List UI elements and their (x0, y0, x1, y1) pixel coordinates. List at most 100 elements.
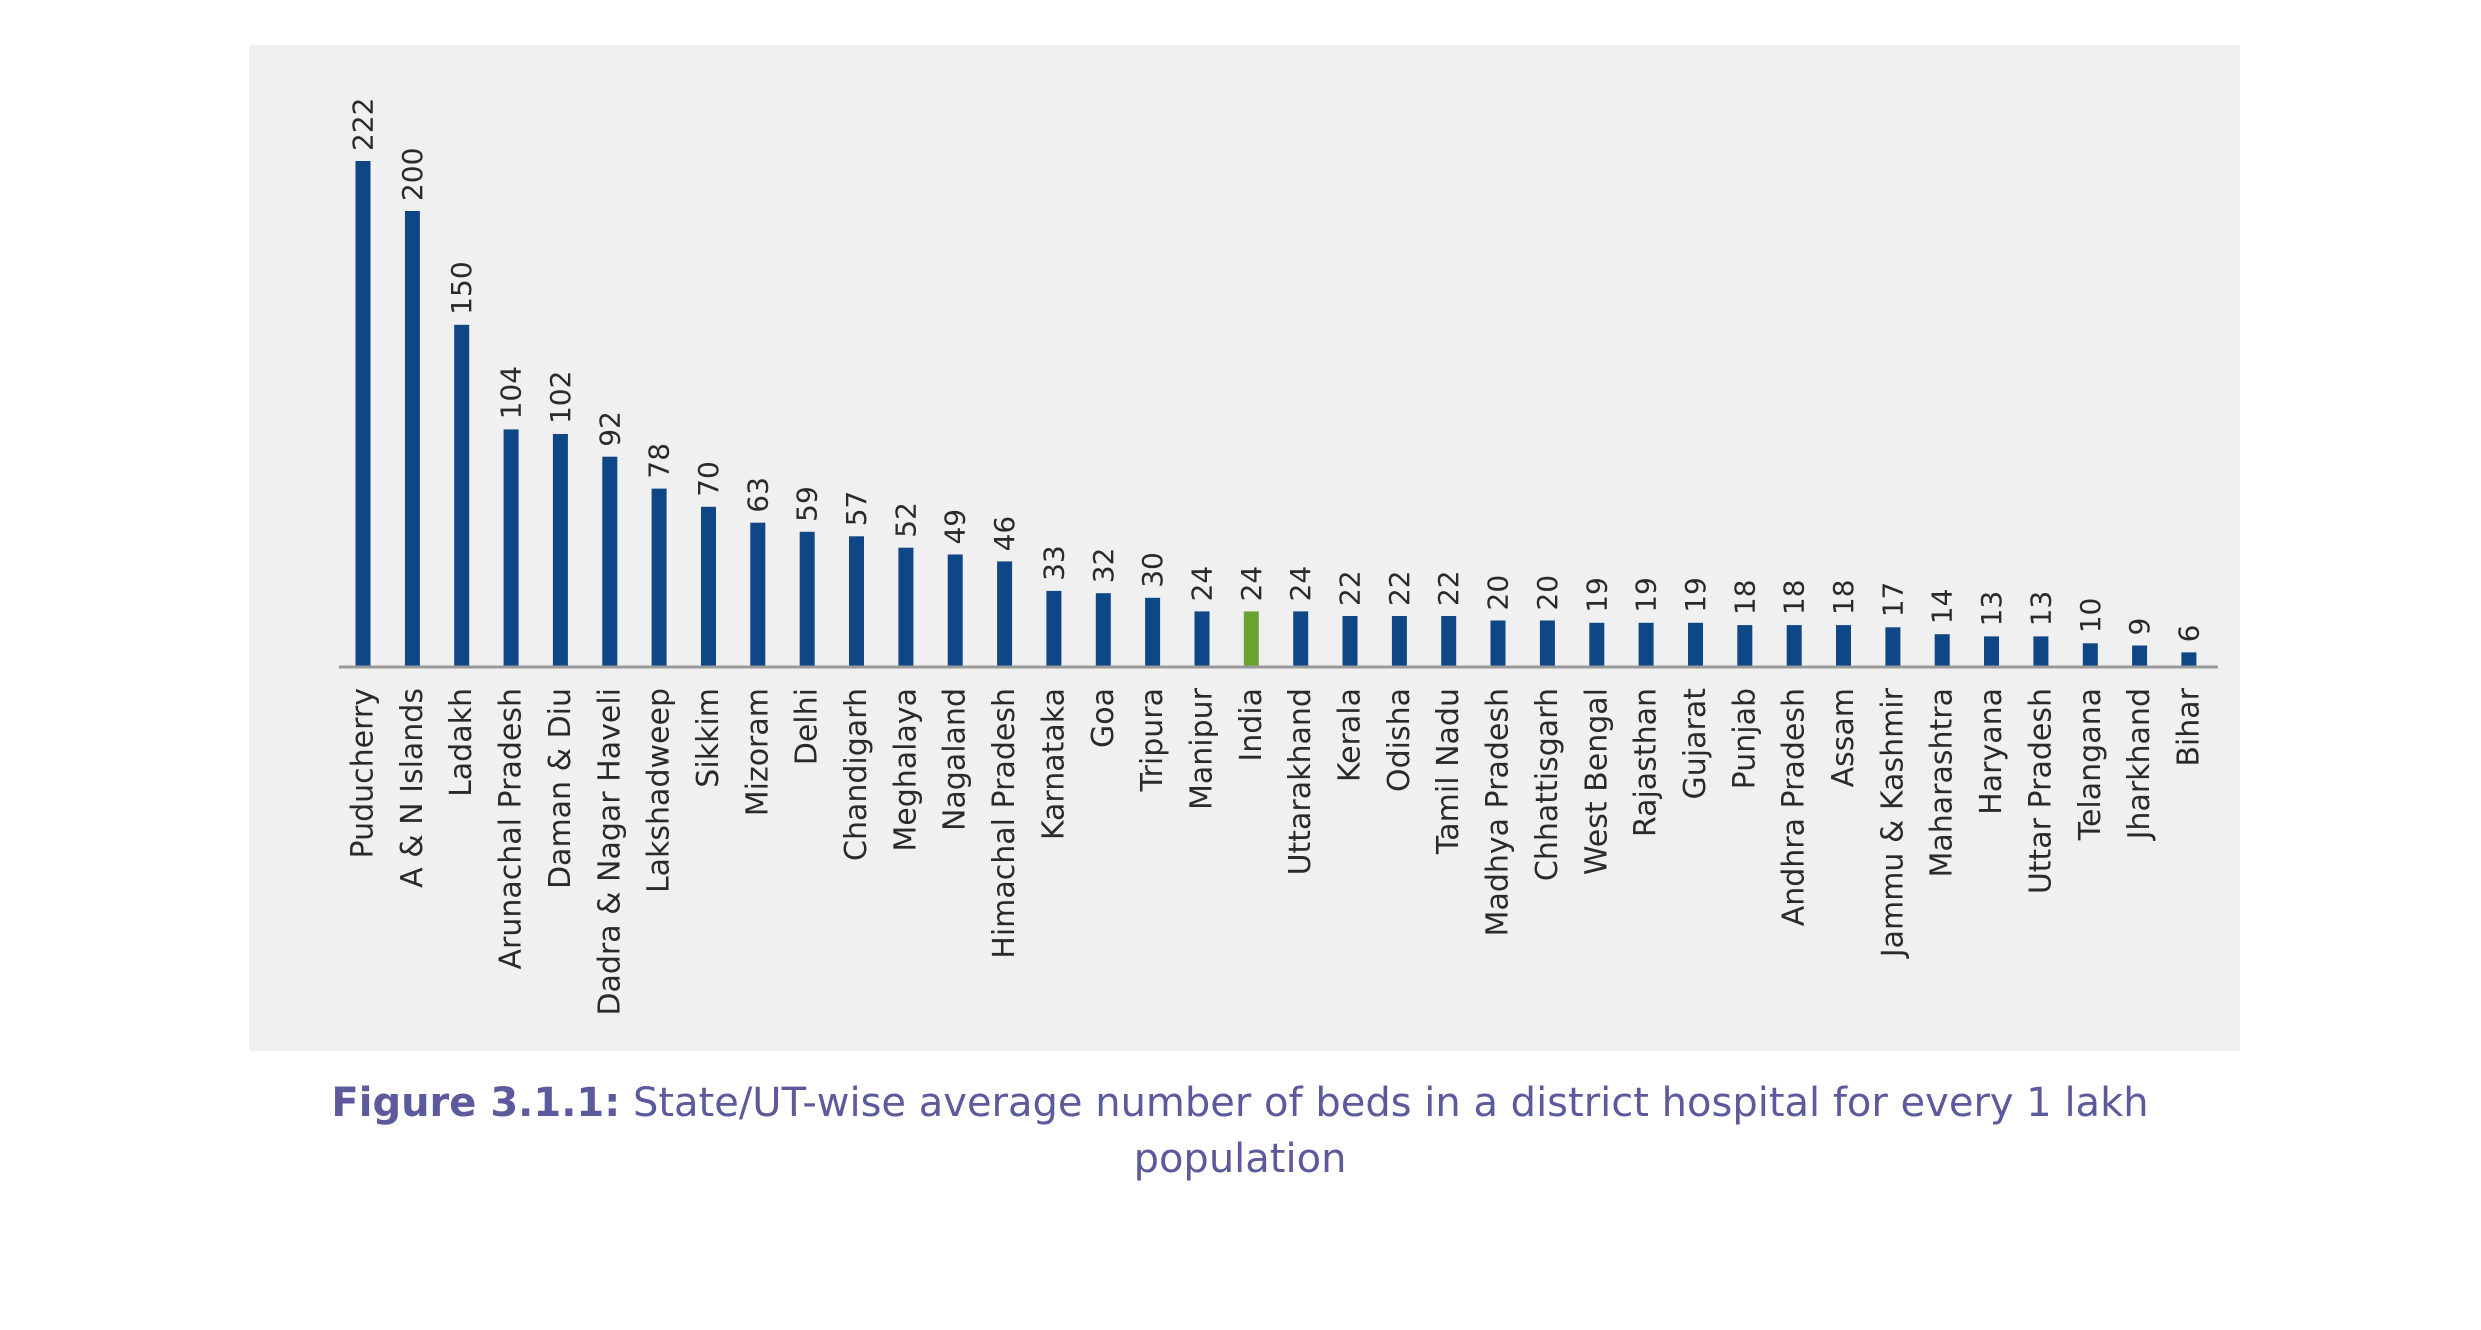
category-label-26: Rajasthan (1629, 688, 1664, 837)
category-label-18: India (1234, 688, 1269, 762)
category-label-36: Jharkhand (2122, 688, 2157, 841)
bar-24 (1539, 620, 1555, 666)
data-label-26: 19 (1630, 577, 1663, 613)
bar-36 (2132, 645, 2148, 666)
data-label-12: 49 (939, 509, 972, 545)
figure-caption: Figure 3.1.1: State/UT-wise average numb… (300, 1075, 2180, 1187)
data-label-7: 70 (692, 461, 725, 497)
bar-15 (1095, 593, 1111, 666)
bar-7 (701, 506, 716, 666)
category-label-20: Kerala (1333, 688, 1368, 782)
data-label-37: 6 (2172, 625, 2205, 643)
category-label-19: Uttarakhand (1283, 688, 1318, 875)
category-label-13: Himachal Pradesh (987, 688, 1022, 959)
bar-4 (552, 434, 568, 666)
category-label-25: West Bengal (1579, 688, 1614, 875)
bar-14 (1046, 590, 1062, 666)
category-label-31: Jammu & Kashmir (1875, 687, 1910, 959)
bar-27 (1688, 622, 1703, 666)
data-label-32: 14 (1926, 589, 1959, 625)
bar-25 (1589, 622, 1605, 666)
data-label-24: 20 (1531, 575, 1564, 611)
bar-8 (750, 522, 766, 666)
data-label-35: 10 (2074, 598, 2107, 634)
data-label-15: 32 (1087, 548, 1120, 584)
category-label-24: Chhattisgarh (1530, 688, 1565, 881)
category-label-23: Madhya Pradesh (1481, 688, 1516, 936)
category-label-1: A & N Islands (395, 688, 430, 888)
category-label-11: Meghalaya (888, 688, 923, 852)
bar-35 (2082, 643, 2098, 666)
category-label-12: Nagaland (938, 688, 973, 831)
category-label-2: Ladakh (444, 688, 479, 797)
bar-26 (1638, 622, 1654, 666)
data-label-16: 30 (1136, 552, 1169, 588)
bar-30 (1836, 625, 1851, 666)
bar-0 (355, 161, 371, 666)
category-label-8: Mizoram (740, 688, 775, 816)
value-labels-group: 222 200 150 104 102 92 78 70 63 59 57 52 49 46 33 32 30 2… (347, 98, 2206, 643)
category-label-27: Gujarat (1678, 688, 1713, 800)
bars-group (355, 161, 2197, 666)
category-label-17: Manipur (1185, 687, 1220, 810)
category-label-10: Chandigarh (839, 688, 874, 861)
data-label-5: 92 (593, 411, 626, 447)
data-label-36: 9 (2123, 618, 2156, 636)
data-label-8: 63 (741, 477, 774, 513)
category-label-30: Assam (1826, 688, 1861, 787)
chart-panel (249, 45, 2240, 1051)
bar-31 (1885, 627, 1901, 666)
category-label-16: Tripura (1135, 688, 1170, 792)
bar-2 (454, 324, 470, 666)
data-label-25: 19 (1580, 577, 1613, 613)
bar-29 (1786, 625, 1802, 666)
bar-13 (997, 561, 1013, 666)
bar-32 (1934, 634, 1950, 666)
category-label-4: Daman & Diu (543, 688, 578, 889)
category-label-5: Dadra & Nagar Haveli (592, 688, 627, 1016)
data-label-29: 18 (1778, 579, 1811, 615)
data-label-20: 22 (1334, 570, 1367, 606)
category-label-37: Bihar (2171, 687, 2206, 766)
bar-3 (503, 429, 519, 666)
data-label-6: 78 (643, 443, 676, 479)
category-label-9: Delhi (790, 688, 825, 765)
data-label-34: 13 (2024, 591, 2057, 627)
figure-caption-text: State/UT-wise average number of beds in … (632, 1080, 2149, 1182)
category-label-7: Sikkim (691, 688, 726, 788)
bar-20 (1342, 616, 1358, 666)
data-label-14: 33 (1037, 545, 1070, 581)
category-label-35: Telangana (2073, 688, 2108, 841)
bar-10 (849, 536, 864, 666)
category-label-3: Arunachal Pradesh (494, 688, 529, 969)
bar-34 (2033, 636, 2049, 666)
bar-17 (1194, 611, 1210, 666)
category-labels-group: Puducherry A & N Islands Ladakh Arunachal P… (346, 687, 2207, 1015)
data-label-30: 18 (1827, 579, 1860, 615)
data-label-33: 13 (1975, 591, 2008, 627)
bar-23 (1490, 620, 1506, 666)
category-label-29: Andhra Pradesh (1777, 688, 1812, 926)
data-label-10: 57 (840, 491, 873, 527)
data-label-2: 150 (445, 261, 478, 314)
bar-21 (1391, 616, 1407, 666)
category-label-6: Lakshadweep (642, 688, 677, 893)
data-label-27: 19 (1679, 577, 1712, 613)
category-label-14: Karnataka (1036, 688, 1071, 840)
category-label-32: Maharashtra (1925, 688, 1960, 878)
bar-11 (898, 547, 914, 666)
category-label-22: Tamil Nadu (1431, 688, 1466, 855)
data-label-19: 24 (1284, 566, 1317, 602)
data-label-0: 222 (347, 98, 380, 151)
data-label-11: 52 (889, 502, 922, 538)
bar-18 (1243, 611, 1259, 666)
data-label-9: 59 (791, 486, 824, 522)
data-label-18: 24 (1235, 566, 1268, 602)
category-label-28: Punjab (1727, 688, 1762, 789)
bar-37 (2181, 652, 2197, 666)
category-label-33: Haryana (1974, 688, 2009, 815)
data-label-22: 22 (1432, 570, 1465, 606)
category-label-34: Uttar Pradesh (2023, 688, 2058, 894)
data-label-23: 20 (1482, 575, 1515, 611)
